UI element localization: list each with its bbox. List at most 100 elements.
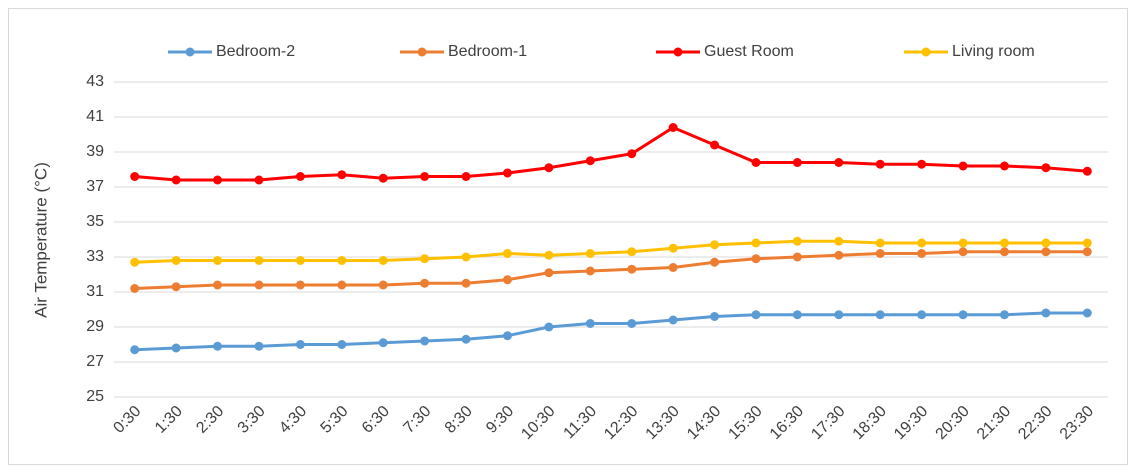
data-point (213, 341, 223, 351)
data-point (710, 257, 720, 267)
data-point (585, 156, 595, 166)
data-point (461, 278, 471, 288)
data-point (502, 249, 512, 258)
y-tick-label: 39 (86, 143, 104, 160)
y-tick-label: 33 (86, 248, 104, 265)
data-point (999, 247, 1009, 257)
data-point (295, 340, 305, 349)
y-tick-label: 31 (86, 283, 104, 300)
series-line (134, 250, 1088, 290)
data-point (420, 336, 430, 346)
data-point (751, 158, 761, 167)
y-tick-label: 37 (86, 178, 104, 195)
data-point (420, 278, 430, 288)
data-point (502, 275, 512, 285)
data-point (792, 310, 802, 320)
data-point (958, 238, 968, 248)
series-line (134, 239, 1088, 264)
data-point (461, 172, 471, 181)
data-point (627, 264, 637, 274)
data-point (834, 250, 844, 260)
data-point (378, 173, 388, 183)
data-point (1082, 247, 1092, 257)
legend-label: Guest Room (704, 43, 794, 60)
data-point (627, 149, 637, 159)
data-point (917, 159, 927, 169)
data-point (751, 254, 761, 264)
data-point (171, 175, 181, 185)
data-point (130, 257, 140, 267)
data-point (213, 280, 223, 290)
data-point (502, 331, 512, 341)
data-point (295, 172, 305, 181)
data-point (958, 161, 968, 171)
data-point (213, 256, 223, 265)
data-point (999, 238, 1009, 248)
data-point (792, 158, 802, 167)
legend-label: Living room (952, 43, 1035, 60)
y-tick-label: 25 (86, 388, 104, 405)
y-tick-label: 43 (86, 73, 104, 90)
data-point (337, 170, 347, 180)
legend-label: Bedroom-1 (448, 43, 527, 60)
legend-marker (185, 47, 195, 57)
series-line (134, 311, 1088, 352)
data-point (1082, 166, 1092, 176)
data-point (585, 266, 595, 276)
data-point (171, 256, 181, 265)
data-point (875, 238, 885, 248)
data-point (378, 256, 388, 265)
data-point (502, 168, 512, 178)
data-point (710, 312, 720, 321)
data-point (917, 310, 927, 320)
data-point (420, 172, 430, 181)
y-axis-label: Air Temperature (°C) (31, 162, 50, 318)
data-point (171, 282, 181, 292)
data-point (544, 163, 554, 173)
data-point (1041, 238, 1051, 248)
data-point (544, 250, 554, 260)
data-point (751, 310, 761, 320)
data-point (627, 247, 637, 257)
data-point (378, 280, 388, 290)
data-point (295, 280, 305, 290)
y-tick-label: 35 (86, 213, 104, 230)
data-point (295, 256, 305, 265)
data-point (958, 310, 968, 320)
chart-border (8, 8, 1128, 465)
data-point (999, 310, 1009, 320)
data-point (875, 310, 885, 320)
data-point (668, 263, 678, 272)
data-point (254, 256, 264, 265)
data-point (917, 249, 927, 258)
data-point (213, 175, 223, 185)
data-point (875, 159, 885, 169)
data-point (751, 238, 761, 248)
data-point (130, 172, 140, 181)
data-point (585, 249, 595, 258)
data-point (544, 322, 554, 332)
data-point (1041, 247, 1051, 257)
data-point (668, 243, 678, 253)
legend-marker (673, 47, 683, 57)
data-point (130, 345, 140, 355)
data-point (1041, 308, 1051, 318)
data-point (1041, 163, 1051, 173)
data-point (254, 175, 264, 185)
data-point (254, 280, 264, 290)
data-point (585, 319, 595, 328)
data-point (337, 256, 347, 265)
data-point (999, 161, 1009, 171)
data-point (337, 340, 347, 349)
data-point (668, 315, 678, 325)
data-point (1082, 308, 1092, 318)
data-point (130, 284, 140, 293)
y-tick-label: 27 (86, 353, 104, 370)
data-point (710, 140, 720, 150)
legend-label: Bedroom-2 (216, 43, 295, 60)
data-point (1082, 238, 1092, 248)
y-tick-label: 41 (86, 108, 104, 125)
data-point (792, 252, 802, 262)
